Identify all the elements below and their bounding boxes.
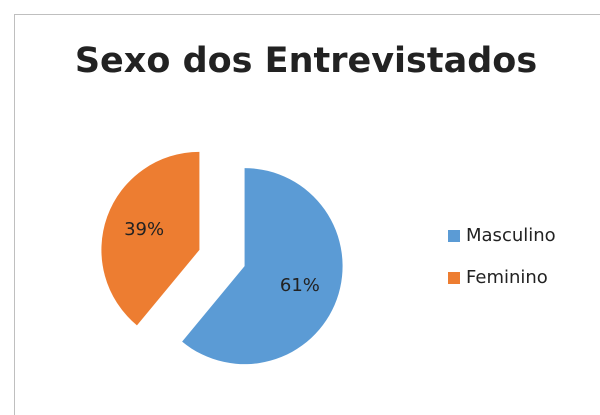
pie-slice [182, 168, 343, 365]
pie-slice [101, 151, 200, 326]
legend-label: Feminino [466, 267, 548, 288]
legend-swatch [448, 230, 460, 242]
legend-swatch [448, 272, 460, 284]
data-label: 39% [124, 219, 164, 240]
data-label: 61% [280, 275, 320, 296]
chart-title: Sexo dos Entrevistados [75, 41, 537, 81]
legend-label: Masculino [466, 225, 556, 246]
